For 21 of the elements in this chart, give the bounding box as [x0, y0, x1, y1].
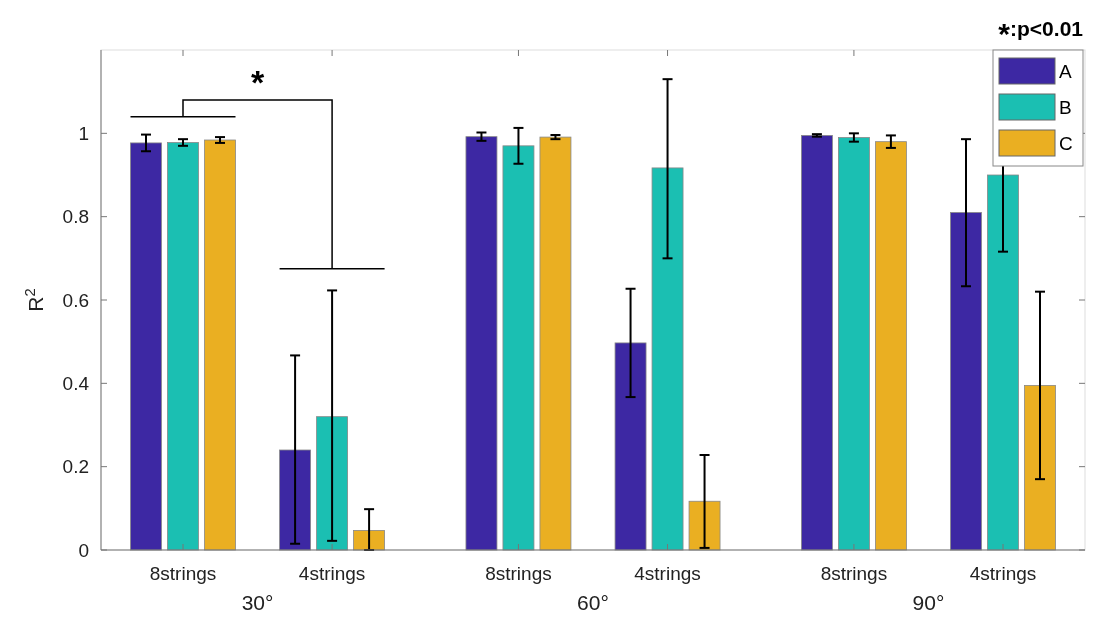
text: :p<0.01 [1010, 17, 1084, 40]
text: * [998, 17, 1011, 50]
y-tick-label: 0.8 [62, 206, 89, 228]
x-tick-label: 4strings [634, 563, 701, 584]
y-tick-label: 0.2 [62, 456, 89, 478]
y-tick-label: 1 [78, 122, 89, 144]
x-tick-label: 4strings [298, 563, 366, 584]
text: 60° [577, 591, 609, 614]
x-tick-label: 8strings [820, 563, 888, 584]
x-tick-label: 8strings [149, 563, 217, 584]
y-tick-label: 0 [78, 539, 89, 561]
legend-label: C [1059, 132, 1073, 154]
annotation: * [250, 63, 265, 101]
y-tick-label: 0.4 [62, 372, 90, 394]
legend-label: B [1059, 96, 1072, 118]
x-tick-label: 4strings [969, 563, 1037, 584]
y-tick-label: 0.6 [62, 289, 89, 311]
x-tick-label: 8strings [485, 563, 552, 584]
legend-label: A [1059, 60, 1072, 82]
text: 90° [912, 591, 945, 614]
text: 30° [241, 591, 274, 614]
